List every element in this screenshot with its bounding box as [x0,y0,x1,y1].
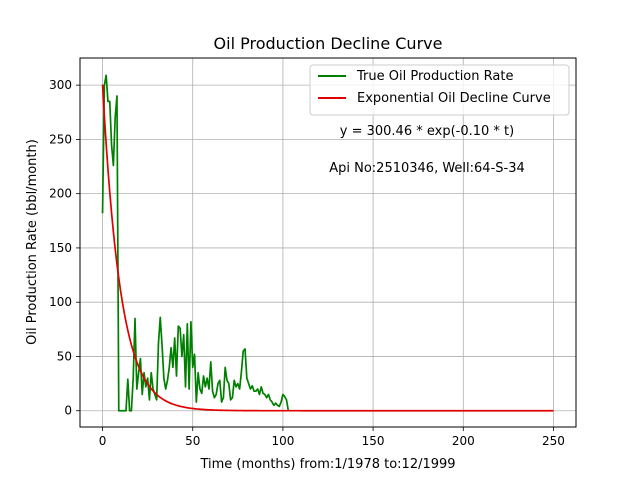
y-tick-label: 250 [49,132,72,146]
legend-label-exponential-curve: Exponential Oil Decline Curve [357,91,551,106]
x-tick-label: 200 [452,434,475,448]
x-axis-label: Time (months) from:1/1978 to:12/1999 [199,457,455,472]
well-info-annotation: Api No:2510346, Well:64-S-34 [329,161,525,176]
y-tick-label: 50 [57,349,72,363]
legend: True Oil Production Rate Exponential Oil… [309,64,570,116]
x-tick-label: 250 [542,434,565,448]
equation-annotation: y = 300.46 * exp(-0.10 * t) [340,124,514,139]
series-line-exponential-curve [101,84,554,412]
legend-box [309,64,570,116]
y-tick-label: 300 [49,78,72,92]
plot-area-frame [79,57,577,428]
x-tick-label: 100 [271,434,294,448]
x-tick-label: 50 [185,434,200,448]
y-tick-label: 200 [49,187,72,201]
y-tick-label: 100 [49,295,72,309]
y-tick-label: 150 [49,241,72,255]
x-tick-label: 150 [362,434,385,448]
series-line-true-rate [101,74,290,412]
y-axis-label: Oil Production Rate (bbl/month) [25,139,40,345]
y-tick-label: 0 [64,404,72,418]
axis-ticks: 0 50 100 150 200 250 0 50 100 150 200 250 300 [49,78,565,448]
x-tick-label: 0 [99,434,107,448]
chart-title: Oil Production Decline Curve [214,34,443,53]
legend-label-true-rate: True Oil Production Rate [356,69,513,84]
plot-series [101,74,554,412]
